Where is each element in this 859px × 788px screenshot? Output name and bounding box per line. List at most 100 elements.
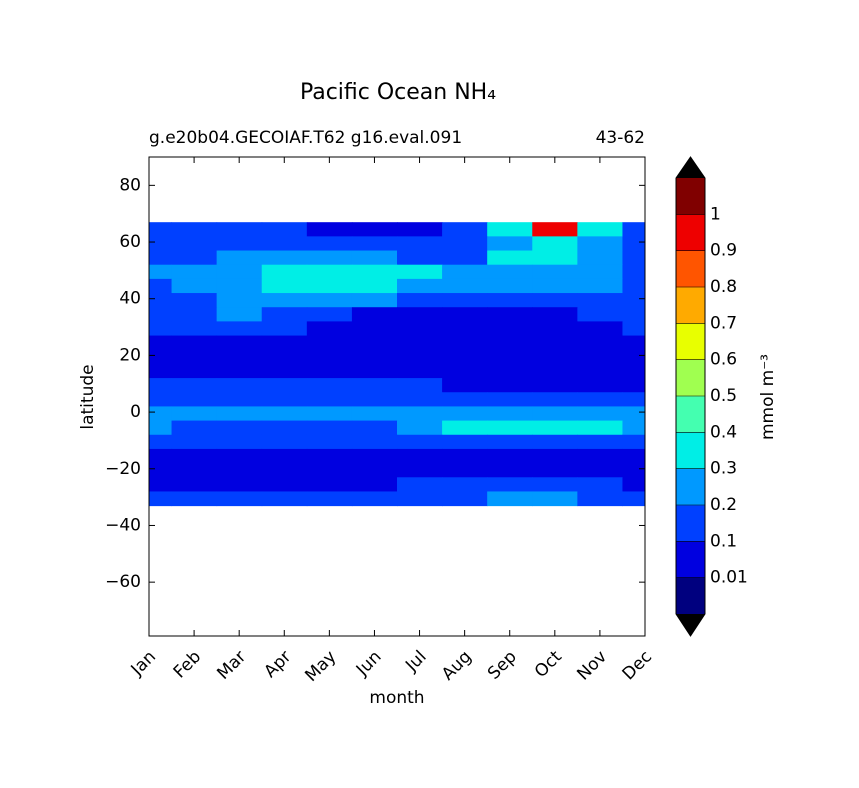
contour-cell (487, 491, 533, 507)
contour-cell (149, 278, 173, 294)
contour-cell (487, 378, 533, 393)
contour-cell (487, 307, 533, 322)
contour-cell (487, 448, 533, 464)
colorbar-tick-label: 0.8 (710, 277, 737, 297)
contour-cell (171, 491, 218, 507)
chart-title: Pacific Ocean NH₄ (300, 80, 496, 105)
contour-cell (149, 406, 173, 422)
contour-cell (306, 363, 353, 379)
contour-cell (261, 420, 308, 436)
contour-cell (622, 236, 646, 252)
x-tick-label: Sep (484, 647, 521, 684)
contour-cell (487, 363, 533, 379)
contour-cell (487, 264, 533, 280)
contour-cell (216, 463, 263, 478)
colorbar-tick-label: 0.1 (710, 531, 737, 551)
contour-cell (532, 448, 578, 464)
contour-cell (216, 406, 263, 422)
contour-cell (532, 250, 578, 266)
contour-cell (351, 307, 398, 322)
contour-cell (397, 278, 443, 294)
contour-cell (351, 250, 398, 266)
contour-cell (397, 477, 443, 492)
contour-cell (442, 222, 488, 237)
contour-cell (351, 222, 398, 237)
y-axis-label: latitude (78, 364, 98, 429)
contour-cell (442, 349, 488, 365)
contour-cell (261, 406, 308, 422)
contour-cell (622, 222, 646, 237)
contour-cell (171, 250, 218, 266)
contour-cell (261, 278, 308, 294)
contour-cell (261, 448, 308, 464)
contour-cell (622, 420, 646, 436)
colorbar-segment (676, 178, 705, 215)
contour-cell (442, 448, 488, 464)
x-tick-label: Aug (438, 647, 476, 685)
contour-cell (306, 406, 353, 422)
colorbar-segment (676, 505, 705, 542)
contour-cell (171, 349, 218, 365)
contour-cell (622, 434, 646, 450)
colorbar-tick-label: 0.2 (710, 495, 737, 515)
contour-cell (442, 477, 488, 492)
contour-cell (622, 335, 646, 351)
contour-cell (397, 335, 443, 351)
contour-cell (442, 335, 488, 351)
contour-cell (351, 278, 398, 294)
contour-cell (149, 236, 173, 252)
contour-cell (171, 307, 218, 322)
contour-cell (397, 363, 443, 379)
contour-cell (171, 278, 218, 294)
contour-cell (216, 420, 263, 436)
contour-cell (306, 349, 353, 365)
contour-cell (442, 307, 488, 322)
contour-cell (149, 392, 173, 407)
x-tick-label: Jan (127, 647, 160, 680)
contour-cell (442, 363, 488, 379)
contour-cell (622, 491, 646, 507)
contour-cell (532, 434, 578, 450)
contour-cell (622, 378, 646, 393)
contour-cell (487, 463, 533, 478)
x-tick-label: Mar (213, 647, 250, 684)
colorbar-tick-label: 0.5 (710, 386, 737, 406)
colorbar-tick-label: 0.3 (710, 459, 737, 479)
contour-cell (216, 278, 263, 294)
contour-cell (171, 378, 218, 393)
contour-cell (171, 363, 218, 379)
contour-cell (397, 491, 443, 507)
contour-cell (261, 264, 308, 280)
contour-cell (216, 378, 263, 393)
contour-cell (171, 406, 218, 422)
contour-cell (306, 278, 353, 294)
colorbar-label: mmol m⁻³ (758, 354, 778, 440)
contour-cell (577, 448, 623, 464)
contour-cell (261, 434, 308, 450)
x-tick-label: Apr (260, 647, 295, 682)
contour-cell (149, 321, 173, 337)
contour-cell (622, 307, 646, 322)
contour-cell (149, 420, 173, 436)
contour-cell (442, 434, 488, 450)
contour-cell (487, 321, 533, 337)
contour-cell (442, 420, 488, 436)
contour-cell (149, 335, 173, 351)
colorbar-tick-label: 0.6 (710, 350, 737, 370)
contour-cell (351, 321, 398, 337)
contour-cell (149, 363, 173, 379)
contour-cell (397, 293, 443, 308)
contour-cell (397, 236, 443, 252)
x-axis-label: month (369, 688, 424, 708)
contour-cell (397, 434, 443, 450)
contour-cell (397, 307, 443, 322)
contour-cell (149, 250, 173, 266)
contour-cell (532, 392, 578, 407)
contour-cell (442, 250, 488, 266)
contour-cell (216, 293, 263, 308)
contour-cell (261, 463, 308, 478)
colorbar-segment (676, 323, 705, 360)
contour-cell (171, 434, 218, 450)
